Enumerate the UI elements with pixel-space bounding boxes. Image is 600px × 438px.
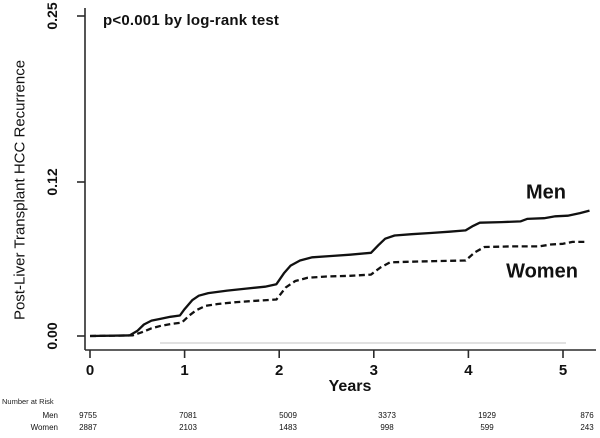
risk-row-label-women: Women <box>30 423 58 432</box>
x-tick-label-3: 3 <box>369 362 378 379</box>
risk-cell-women-2: 1483 <box>279 423 297 432</box>
risk-cell-women-5: 243 <box>580 423 594 432</box>
risk-row-label-men: Men <box>42 411 58 420</box>
x-tick-label-1: 1 <box>180 362 189 379</box>
risk-cell-men-1: 7081 <box>179 411 197 420</box>
y-tick-label-000: 0.00 <box>44 322 60 350</box>
x-tick-label-2: 2 <box>275 362 284 379</box>
risk-cell-women-3: 998 <box>380 423 394 432</box>
x-axis-title: Years <box>328 378 372 395</box>
y-axis-title: Post-Liver Transplant HCC Recurrence <box>11 59 29 321</box>
risk-cell-women-0: 2887 <box>79 423 97 432</box>
risk-cell-women-4: 599 <box>480 423 494 432</box>
y-tick-label-012: 0.12 <box>44 168 60 196</box>
risk-cell-men-4: 1929 <box>478 411 496 420</box>
risk-cell-women-1: 2103 <box>179 423 197 432</box>
risk-cell-men-0: 9755 <box>79 411 97 420</box>
y-tick-marks <box>77 15 85 337</box>
curve-women <box>89 240 587 338</box>
x-tick-marks <box>89 350 564 358</box>
pvalue-annotation: p<0.001 by log-rank test <box>103 12 280 29</box>
survival-curves <box>89 209 590 338</box>
risk-cell-men-2: 5009 <box>279 411 297 420</box>
risk-table-title: Number at Risk <box>2 397 54 406</box>
series-label-women: Women <box>506 260 578 283</box>
risk-cell-men-3: 3373 <box>378 411 396 420</box>
x-tick-label-0: 0 <box>85 362 95 379</box>
x-tick-label-4: 4 <box>464 362 473 379</box>
curve-men <box>89 209 590 338</box>
y-tick-label-025: 0.25 <box>44 2 60 30</box>
risk-cell-men-5: 876 <box>580 411 594 420</box>
series-label-men: Men <box>526 181 566 204</box>
x-tick-label-5: 5 <box>558 362 568 379</box>
